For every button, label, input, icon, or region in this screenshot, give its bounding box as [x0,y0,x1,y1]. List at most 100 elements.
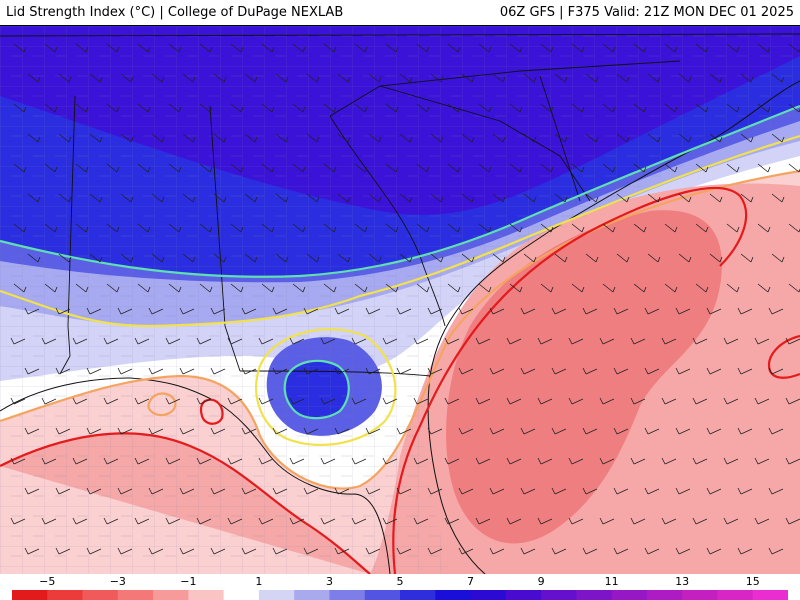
wind-barb [10,457,26,465]
wind-barb [754,457,770,465]
wind-barb [726,283,740,293]
wind-barb [258,517,274,525]
wind-barb [292,103,306,113]
wind-barb [396,427,412,435]
wind-barb [416,43,430,53]
wind-barb [165,517,181,525]
colorbar-bin [435,590,472,600]
wind-barb [168,43,182,53]
wind-barb [196,457,212,465]
wind-barb [537,457,553,465]
wind-barb [306,193,320,203]
wind-barb [785,517,800,525]
county-borders [0,26,800,574]
contour-moderate-island [283,359,350,420]
wind-barb [757,283,771,293]
wind-barb [261,163,275,173]
colorbar-bin [364,590,401,600]
wind-barb [368,253,382,263]
wind-barb [554,253,568,263]
wind-barb [165,397,181,405]
wind-barb [444,457,460,465]
wind-barb [461,73,475,83]
colorbar-bin [329,590,366,600]
wind-barb [489,487,505,495]
wind-barb [613,427,629,435]
wind-barb [365,427,381,435]
wind-barb [24,547,40,555]
colorbar-bin [400,590,436,600]
wind-barb [695,103,709,113]
wind-barb [258,457,274,465]
wind-barb [196,337,212,345]
wind-barb [692,397,708,405]
wind-barb [354,103,368,113]
wind-barb [458,427,474,435]
wind-barb [506,337,522,345]
wind-barb [261,103,275,113]
wind-barb [458,307,474,315]
wind-barb [509,283,523,293]
map-header: Lid Strength Index (°C) | College of DuP… [0,0,800,26]
wind-barb [103,337,119,345]
wind-barb [644,307,660,315]
wind-barb [210,427,226,435]
colorbar-tick-label: 15 [745,575,760,588]
wind-barb [647,193,661,203]
wind-barb [571,283,585,293]
wind-barb [447,103,461,113]
wind-barb [134,397,150,405]
wind-barb [416,163,430,173]
wind-barb [568,517,584,525]
gulf-coastline [0,377,391,574]
wind-barb [396,367,412,375]
wind-barb [520,547,536,555]
wind-barb [489,547,505,555]
wind-barb [582,307,598,315]
colorbar-tick-label: 9 [537,575,545,588]
wind-barb [210,547,226,555]
wind-barb [633,223,647,233]
wind-barb [537,397,553,405]
wind-barb [199,163,213,173]
wind-barb [261,283,275,293]
wind-barb [785,397,800,405]
wind-barb [771,193,785,203]
wind-barb [492,133,506,143]
wind-barb [148,367,164,375]
wind-barb [444,397,460,405]
wind-barb [568,337,584,345]
wind-barb [323,163,337,173]
wind-barb [289,337,305,345]
wind-barb [771,73,785,83]
wind-barb [430,253,444,263]
wind-barb [199,223,213,233]
wind-barb [664,223,678,233]
wind-barb [385,223,399,233]
wind-barb [106,223,120,233]
wind-barb [692,457,708,465]
wind-barb [86,307,102,315]
contour-strong-cap-atlantic [392,186,748,574]
wind-barb [633,43,647,53]
wind-barb [137,43,151,53]
wind-barb [644,487,660,495]
wind-barb [427,307,443,315]
colorbar-ticks: −5 −3 −1 1 3 5 7 9 11 13 15 [0,574,800,588]
wind-barb [292,43,306,53]
wind-barb [120,73,134,83]
wind-barb [320,337,336,345]
wind-barb [571,103,585,113]
wind-barb [272,427,288,435]
wind-barb [675,307,691,315]
wind-barb [413,457,429,465]
wind-barb [757,223,771,233]
wind-barb [199,103,213,113]
wind-barb [616,193,630,203]
colorbar-bin [611,590,648,600]
wind-barb [323,223,337,233]
wind-barb [492,253,506,263]
wind-barb [664,103,678,113]
wind-barb [58,193,72,203]
wind-barb [458,547,474,555]
